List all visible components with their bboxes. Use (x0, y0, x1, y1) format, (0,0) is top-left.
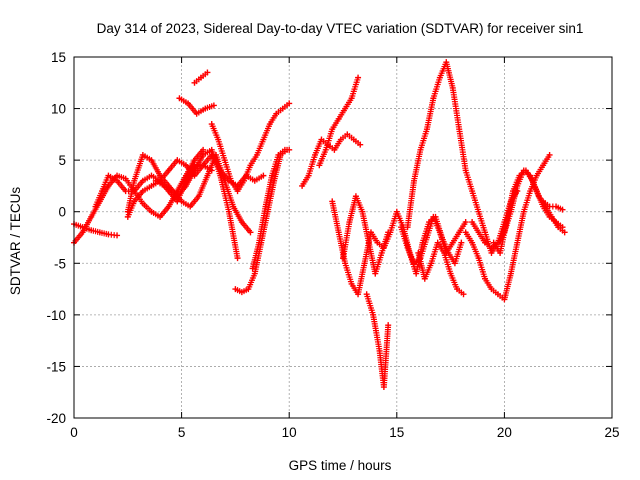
data-point (357, 141, 364, 148)
data-point (559, 206, 566, 213)
y-tick-label: 10 (51, 102, 66, 117)
y-tick-label: 15 (51, 50, 66, 65)
grid-lines (74, 57, 612, 418)
data-point (204, 69, 211, 76)
x-tick-label: 20 (497, 425, 512, 440)
data-point (385, 322, 392, 329)
x-tick-label: 5 (178, 425, 186, 440)
y-tick-label: 5 (58, 153, 66, 168)
data-point (546, 151, 553, 158)
x-tick-label: 15 (389, 425, 404, 440)
data-point (561, 229, 568, 236)
y-tick-label: 0 (58, 205, 66, 220)
data-point (462, 219, 469, 226)
data-point (247, 229, 254, 236)
x-tick-label: 25 (604, 425, 619, 440)
y-tick-label: -5 (54, 256, 66, 271)
chart-title: Day 314 of 2023, Sidereal Day-to-day VTE… (97, 21, 584, 36)
axis-ticks: 0 5 10 15 20 25 -20 -15 -10 -5 0 5 10 15 (46, 50, 619, 440)
y-tick-label: -15 (46, 359, 66, 374)
data-point (234, 255, 241, 262)
data-points (71, 59, 568, 391)
y-tick-label: -20 (46, 411, 66, 426)
data-point (114, 232, 121, 239)
data-point (286, 146, 293, 153)
plot-frame (73, 56, 613, 419)
y-axis-label: SDTVAR / TECUs (8, 187, 23, 296)
x-tick-label: 10 (282, 425, 297, 440)
y-tick-label: -10 (46, 308, 66, 323)
data-point (210, 102, 217, 109)
x-axis-label: GPS time / hours (289, 458, 392, 473)
data-point (260, 172, 267, 179)
x-tick-label: 0 (70, 425, 78, 440)
data-point (460, 291, 467, 298)
data-point (200, 146, 207, 153)
data-point (355, 74, 362, 81)
data-point (286, 100, 293, 107)
data-point (458, 239, 465, 246)
data-point (385, 229, 392, 236)
